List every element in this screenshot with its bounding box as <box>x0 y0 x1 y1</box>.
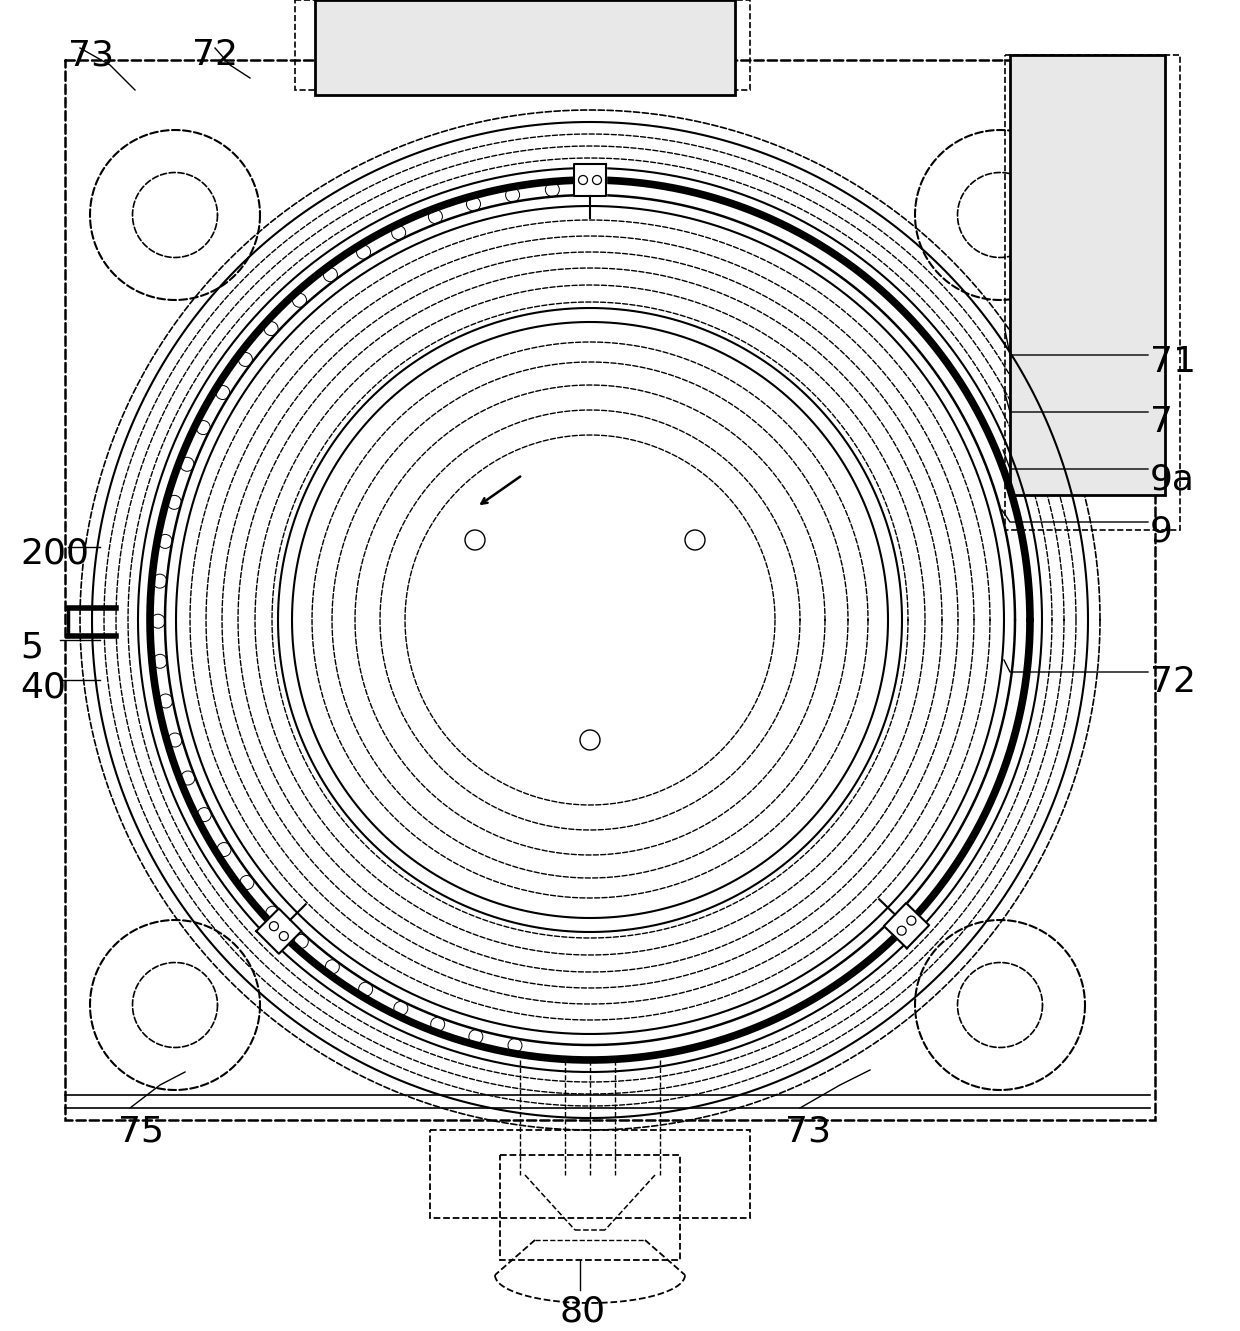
Polygon shape <box>574 164 606 196</box>
Text: 73: 73 <box>785 1115 831 1149</box>
Text: 72: 72 <box>192 39 238 72</box>
Bar <box>1011 55 1166 495</box>
Bar <box>500 1155 680 1260</box>
Text: 9: 9 <box>1149 515 1173 548</box>
Bar <box>295 0 750 91</box>
Text: 200: 200 <box>20 536 89 571</box>
Text: 40: 40 <box>20 669 66 704</box>
Text: 80: 80 <box>560 1295 606 1328</box>
Text: 75: 75 <box>118 1115 164 1149</box>
Polygon shape <box>884 902 929 948</box>
Text: 73: 73 <box>68 39 114 72</box>
Text: 71: 71 <box>1149 345 1197 379</box>
Polygon shape <box>257 909 301 954</box>
Text: 5: 5 <box>20 630 43 664</box>
Bar <box>315 0 735 95</box>
Text: 72: 72 <box>1149 666 1197 699</box>
Bar <box>64 60 1154 1119</box>
Text: 7: 7 <box>1149 405 1173 439</box>
Bar <box>430 1130 750 1218</box>
Text: 9a: 9a <box>1149 462 1195 496</box>
Bar <box>1004 55 1180 530</box>
